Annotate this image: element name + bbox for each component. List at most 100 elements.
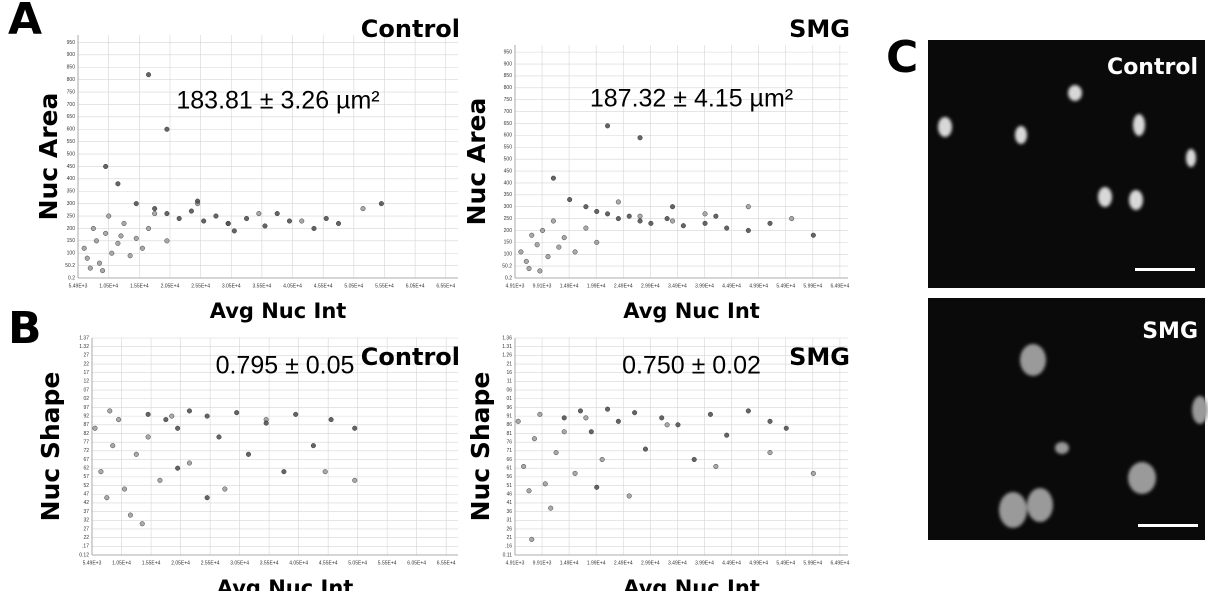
point	[118, 233, 124, 239]
point	[745, 408, 751, 414]
micrograph: Control	[928, 40, 1205, 288]
point	[216, 434, 222, 440]
point	[594, 239, 600, 245]
point	[526, 488, 532, 494]
x-tick-label: 6.49E+4	[830, 283, 849, 289]
point	[548, 505, 554, 511]
y-tick-label: 21	[506, 535, 512, 541]
point	[164, 126, 170, 132]
point	[104, 495, 110, 501]
point	[745, 227, 751, 233]
point	[648, 220, 654, 226]
y-tick-label: 0.2	[505, 275, 512, 281]
point	[256, 211, 262, 217]
point	[556, 244, 562, 250]
y-tick-label: 1.31	[502, 344, 512, 350]
point	[127, 512, 133, 518]
point	[293, 411, 299, 417]
point	[680, 223, 686, 229]
y-tick-label: .17	[82, 544, 89, 550]
point	[145, 411, 151, 417]
x-tick-label: 2.99E+4	[641, 560, 660, 566]
y-tick-label: 700	[504, 109, 513, 115]
x-tick-label: 1.55E+4	[142, 560, 161, 566]
point	[109, 250, 115, 256]
y-tick-label: 47	[83, 492, 89, 498]
y-tick-label: 450	[67, 164, 76, 170]
point	[225, 220, 231, 226]
point	[534, 242, 540, 248]
y-tick-label: 150	[504, 240, 513, 246]
point	[360, 206, 366, 212]
point	[122, 486, 128, 492]
x-tick-label: 1.99E+4	[587, 283, 606, 289]
x-tick-label: 1.99E+4	[587, 560, 606, 566]
y-tick-label: 67	[83, 457, 89, 463]
point	[175, 465, 181, 471]
y-tick-label: 06	[506, 387, 512, 393]
y-tick-label: 0.12	[79, 552, 89, 558]
x-tick-label: 4.91E+3	[506, 283, 525, 289]
panel-title: SMG	[789, 343, 850, 371]
panel-title: SMG	[789, 15, 850, 43]
y-tick-label: 97	[83, 405, 89, 411]
point	[550, 175, 556, 181]
y-tick-label: 1.36	[502, 335, 512, 341]
y-tick-label: 21	[506, 361, 512, 367]
y-tick-label: 52	[83, 483, 89, 489]
point	[110, 443, 116, 449]
point	[107, 408, 113, 414]
point	[810, 232, 816, 238]
point	[195, 198, 201, 204]
point	[523, 258, 529, 264]
point	[789, 216, 795, 222]
point	[263, 420, 269, 426]
y-tick-label: 550	[67, 139, 76, 145]
point	[545, 254, 551, 260]
x-tick-label: 5.99E+4	[803, 560, 822, 566]
point	[626, 213, 632, 219]
y-tick-label: 87	[83, 422, 89, 428]
y-tick-label: 200	[504, 228, 513, 234]
point	[121, 220, 127, 226]
point	[186, 408, 192, 414]
point	[201, 218, 207, 224]
y-tick-label: 27	[83, 353, 89, 359]
point	[115, 181, 121, 187]
point	[286, 218, 292, 224]
y-tick-label: 550	[504, 145, 513, 151]
point	[169, 413, 175, 419]
y-axis-title: Nuc Shape	[466, 372, 495, 522]
point	[157, 477, 163, 483]
point	[262, 223, 268, 229]
y-tick-label: 71	[506, 448, 512, 454]
point	[352, 477, 358, 483]
point	[605, 123, 611, 129]
x-tick-label: 9.91E+3	[533, 560, 552, 566]
point	[245, 451, 251, 457]
point	[691, 457, 697, 463]
point	[146, 72, 152, 78]
point	[281, 469, 287, 475]
y-tick-label: 22	[83, 361, 89, 367]
point	[127, 253, 133, 259]
x-tick-label: 3.05E+4	[230, 560, 249, 566]
point	[675, 422, 681, 428]
x-tick-label: 2.49E+4	[614, 560, 633, 566]
point	[594, 484, 600, 490]
y-tick-label: 77	[83, 439, 89, 445]
point	[106, 213, 112, 219]
point	[537, 268, 543, 274]
y-tick-label: 26	[506, 526, 512, 532]
x-tick-label: 3.49E+4	[668, 283, 687, 289]
y-tick-label: 32	[83, 518, 89, 524]
x-tick-label: 5.05E+4	[348, 560, 367, 566]
point	[115, 240, 121, 246]
panel-letter: A	[8, 0, 42, 45]
point	[526, 266, 532, 272]
point	[724, 225, 730, 231]
y-tick-label: 900	[504, 61, 513, 67]
y-tick-label: 96	[506, 405, 512, 411]
point	[204, 495, 210, 501]
